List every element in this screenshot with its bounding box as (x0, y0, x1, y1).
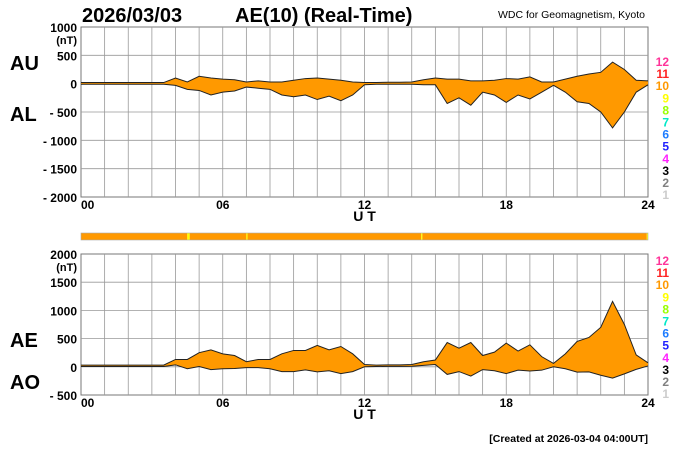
y-tick-label: - 2000 (43, 191, 77, 205)
series-label-ae: AE (10, 330, 38, 352)
station-count-legend-item: 2 (662, 375, 669, 389)
station-count-segment (646, 233, 648, 240)
station-count-legend-item: 7 (662, 315, 669, 329)
station-count-legend-item: 9 (662, 91, 669, 105)
station-count-legend-item: 8 (662, 103, 669, 117)
series-line-ao (81, 364, 649, 379)
station-count-legend-item: 4 (662, 152, 669, 166)
x-tick-label: 18 (500, 396, 514, 410)
y-tick-label: 1500 (50, 276, 77, 290)
y-tick-label: 2000 (50, 248, 77, 262)
y-tick-label: 0 (70, 361, 77, 375)
y-tick-label: 1000 (50, 304, 77, 318)
station-count-bar (80, 232, 649, 241)
station-count-segment (421, 233, 423, 240)
y-tick-label: - 500 (50, 389, 78, 403)
series-label-au: AU (10, 53, 39, 75)
station-count-legend-item: 2 (662, 176, 669, 190)
plot-title: AE(10) (Real-Time) (235, 5, 412, 27)
station-count-segment (189, 233, 247, 240)
station-count-legend-item: 8 (662, 302, 669, 316)
series-line-au (81, 61, 649, 84)
station-count-legend-item: 5 (662, 339, 669, 353)
station-count-legend-item: 3 (662, 363, 669, 377)
station-count-legend-item: 1 (662, 387, 669, 401)
station-count-legend-item: 1 (662, 188, 669, 202)
station-count-legend-item: 4 (662, 351, 669, 365)
series-label-ao: AO (10, 372, 40, 394)
y-tick-label: 500 (57, 333, 77, 347)
y-tick-label: - 1500 (43, 163, 77, 177)
x-axis-label: U T (353, 406, 376, 422)
station-count-legend-item: 10 (656, 79, 670, 93)
station-count-segment (422, 233, 647, 240)
x-tick-label: 12 (358, 396, 372, 410)
y-tick-label: 500 (57, 49, 77, 63)
x-tick-label: 00 (81, 198, 95, 212)
x-tick-label: 24 (641, 396, 655, 410)
station-count-legend-item: 11 (656, 266, 669, 280)
x-tick-label: 06 (216, 198, 230, 212)
x-tick-label: 06 (216, 396, 230, 410)
x-axis-label: U T (353, 208, 376, 224)
y-tick-label: - 500 (50, 106, 78, 120)
series-line-ae (81, 300, 649, 366)
series-line-al (81, 83, 649, 129)
source-label: WDC for Geomagnetism, Kyoto (498, 9, 645, 21)
plot-date: 2026/03/03 (82, 5, 182, 27)
created-timestamp: [Created at 2026-03-04 04:00UT] (489, 433, 648, 445)
series-label-al: AL (10, 104, 37, 126)
station-count-legend-item: 10 (656, 278, 670, 292)
unit-label: (nT) (56, 262, 77, 274)
station-count-legend-item: 6 (662, 128, 669, 142)
x-tick-label: 24 (641, 198, 655, 212)
y-tick-label: 1000 (50, 21, 77, 35)
station-count-legend-item: 12 (656, 254, 670, 268)
unit-label: (nT) (56, 35, 77, 47)
x-tick-label: 18 (500, 198, 514, 212)
x-tick-label: 00 (81, 396, 95, 410)
station-count-segment (81, 233, 188, 240)
y-tick-label: 0 (70, 78, 77, 92)
y-tick-label: - 1000 (43, 134, 77, 148)
station-count-legend-item: 12 (656, 55, 670, 69)
station-count-segment (246, 233, 248, 240)
area-fill (81, 301, 648, 379)
station-count-legend-item: 5 (662, 140, 669, 154)
station-count-segment (187, 233, 190, 240)
station-count-segment (247, 233, 422, 240)
station-count-legend-item: 7 (662, 116, 669, 130)
x-tick-label: 12 (358, 198, 372, 212)
station-count-legend-item: 3 (662, 164, 669, 178)
station-count-legend-item: 6 (662, 327, 669, 341)
station-count-legend-item: 9 (662, 290, 669, 304)
station-count-legend-item: 11 (656, 67, 669, 81)
